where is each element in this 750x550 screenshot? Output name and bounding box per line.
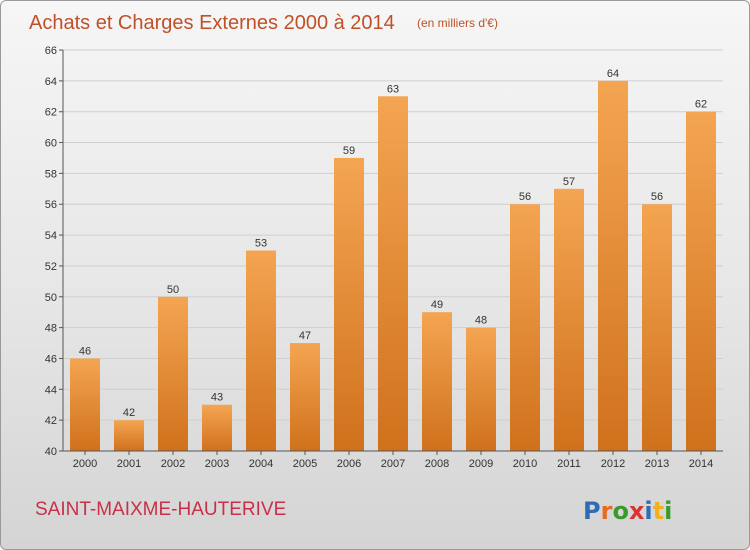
data-label-2006: 59 bbox=[343, 145, 355, 157]
bar-2002 bbox=[158, 296, 188, 451]
x-tick-label-2002: 2002 bbox=[161, 458, 185, 470]
bar-2000 bbox=[70, 358, 100, 451]
bar-2011 bbox=[554, 188, 584, 452]
data-label-2002: 50 bbox=[167, 284, 179, 296]
x-tick-label-2011: 2011 bbox=[557, 458, 581, 470]
bar-2006 bbox=[334, 157, 364, 451]
bar-2007 bbox=[378, 96, 408, 452]
data-labels: 46 42 50 43 53 47 59 63 49 48 56 57 64 56 62 bbox=[79, 68, 707, 419]
y-tick-label: 64 bbox=[45, 76, 57, 88]
y-tick-label: 66 bbox=[45, 45, 57, 57]
data-label-2013: 56 bbox=[651, 191, 663, 203]
y-tick-label: 50 bbox=[45, 292, 57, 304]
bar-2014 bbox=[686, 111, 716, 451]
y-tick-label: 40 bbox=[45, 446, 57, 458]
svg-text:Proxiti: Proxiti bbox=[583, 497, 672, 525]
y-tick-label: 46 bbox=[45, 353, 57, 365]
y-axis-ticks: 40 42 44 46 48 50 52 54 56 58 60 62 64 66 bbox=[45, 45, 63, 458]
data-label-2011: 57 bbox=[563, 176, 575, 188]
data-label-2000: 46 bbox=[79, 345, 91, 357]
data-label-2003: 43 bbox=[211, 392, 223, 404]
x-axis-ticks: 2000 2001 2002 2003 2004 2005 2006 2007 2008 2009… bbox=[73, 451, 713, 470]
data-label-2012: 64 bbox=[607, 68, 619, 80]
bar-2010 bbox=[510, 204, 540, 451]
data-label-2014: 62 bbox=[695, 99, 707, 111]
y-tick-label: 60 bbox=[45, 138, 57, 150]
data-label-2007: 63 bbox=[387, 83, 399, 95]
bar-2001 bbox=[114, 420, 144, 451]
y-tick-label: 62 bbox=[45, 107, 57, 119]
x-tick-label-2013: 2013 bbox=[645, 458, 669, 470]
x-tick-label-2012: 2012 bbox=[601, 458, 625, 470]
bars bbox=[70, 80, 716, 452]
chart-title: Achats et Charges Externes 2000 à 2014 bbox=[29, 12, 395, 34]
x-tick-label-2000: 2000 bbox=[73, 458, 97, 470]
data-label-2010: 56 bbox=[519, 191, 531, 203]
bar-2008 bbox=[422, 312, 452, 451]
bar-2004 bbox=[246, 250, 276, 451]
bar-2009 bbox=[466, 327, 496, 451]
bar-2005 bbox=[290, 343, 320, 451]
y-tick-label: 52 bbox=[45, 261, 57, 273]
data-label-2008: 49 bbox=[431, 299, 443, 311]
x-tick-label-2006: 2006 bbox=[337, 458, 361, 470]
x-tick-label-2010: 2010 bbox=[513, 458, 537, 470]
y-tick-label: 48 bbox=[45, 323, 57, 335]
x-tick-label-2003: 2003 bbox=[205, 458, 229, 470]
data-label-2004: 53 bbox=[255, 238, 267, 250]
y-tick-label: 54 bbox=[45, 230, 57, 242]
proxiti-logo: Proxiti bbox=[583, 497, 672, 525]
place-name: SAINT-MAIXME-HAUTERIVE bbox=[35, 499, 286, 520]
data-label-2009: 48 bbox=[475, 315, 487, 327]
x-tick-label-2014: 2014 bbox=[689, 458, 713, 470]
data-label-2001: 42 bbox=[123, 407, 135, 419]
y-tick-label: 56 bbox=[45, 199, 57, 211]
x-tick-label-2005: 2005 bbox=[293, 458, 317, 470]
bar-2012 bbox=[598, 80, 628, 451]
x-tick-label-2007: 2007 bbox=[381, 458, 405, 470]
x-tick-label-2001: 2001 bbox=[117, 458, 141, 470]
y-tick-label: 44 bbox=[45, 384, 57, 396]
x-tick-label-2004: 2004 bbox=[249, 458, 273, 470]
bar-2013 bbox=[642, 204, 672, 451]
bar-2003 bbox=[202, 404, 232, 451]
chart-subtitle: (en milliers d'€) bbox=[417, 16, 498, 30]
x-tick-label-2009: 2009 bbox=[469, 458, 493, 470]
data-label-2005: 47 bbox=[299, 330, 311, 342]
x-tick-label-2008: 2008 bbox=[425, 458, 449, 470]
y-tick-label: 42 bbox=[45, 415, 57, 427]
y-tick-label: 58 bbox=[45, 168, 57, 180]
